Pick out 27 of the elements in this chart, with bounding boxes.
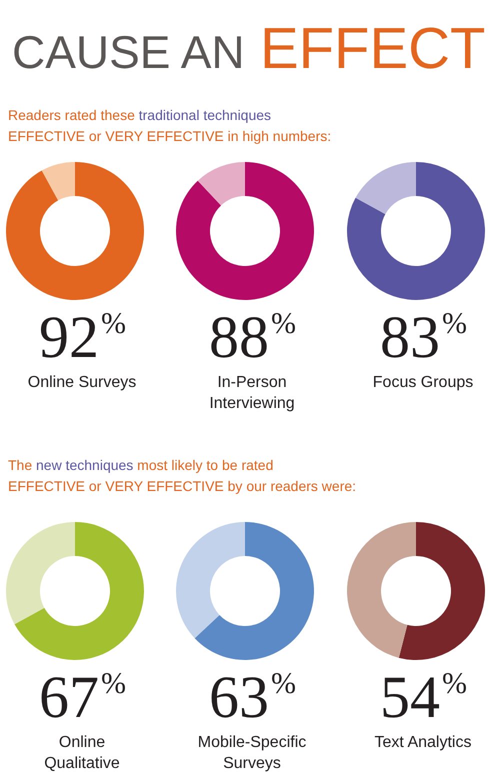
chart-subtitle: Readers rated these traditional techniques EFFECTIVE or VERY EFFECTIVE in high numbers: (8, 107, 332, 144)
text: Focus Groups (372, 374, 474, 391)
donut-slice (356, 162, 416, 214)
donut-slice (347, 162, 485, 300)
donut-slice (198, 162, 245, 206)
donut-slice (176, 522, 245, 638)
donut-slice (42, 162, 75, 200)
donut-slice (347, 522, 416, 658)
text: Mobile-Specific Surveys (198, 734, 306, 772)
donut-slice (176, 162, 314, 300)
text: The new techniques most likely to be rated EFFECTIVE or VERY EFFECTIVE by our readers were: (8, 457, 356, 494)
text: Online Qualitative (44, 734, 120, 772)
data-label: 63% (209, 664, 296, 730)
data-label: 88% (209, 304, 296, 370)
donut-slice (194, 522, 314, 660)
data-label: 67% (39, 664, 126, 730)
donut-slice (398, 522, 485, 660)
donut-slice (14, 522, 144, 660)
donut-slice (6, 162, 144, 300)
text: Online Surveys (28, 374, 136, 391)
text: Text Analytics (374, 734, 472, 751)
chart-title: CAUSE AN EFFECT (12, 16, 486, 81)
data-label: 92% (39, 304, 126, 370)
text: In-Person Interviewing (209, 374, 295, 412)
data-label: 83% (380, 304, 467, 370)
data-label: 54% (380, 664, 467, 730)
donut-slice (6, 522, 75, 624)
